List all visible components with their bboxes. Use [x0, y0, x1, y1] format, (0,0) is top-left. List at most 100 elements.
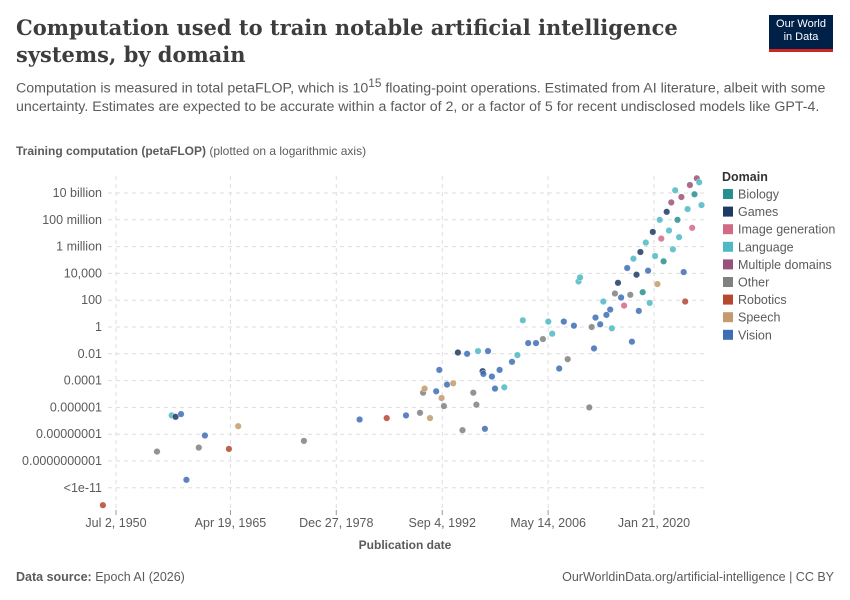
- legend-item: Speech: [738, 311, 780, 325]
- data-point: [469, 389, 477, 397]
- data-point: [674, 216, 682, 224]
- data-point: [383, 414, 391, 422]
- data-point: [432, 387, 440, 395]
- data-point: [639, 288, 647, 296]
- owid-logo[interactable]: Our World in Data: [769, 15, 833, 52]
- y-tick-label: <1e-11: [64, 481, 102, 495]
- x-tick-label: Apr 19, 1965: [195, 516, 267, 530]
- data-point: [642, 239, 650, 247]
- footer-link[interactable]: OurWorldinData.org/artificial-intelligen…: [562, 570, 834, 584]
- subtitle-exponent: 15: [368, 76, 382, 90]
- data-point: [617, 294, 625, 302]
- chart-subtitle: Computation is measured in total petaFLO…: [16, 74, 831, 116]
- logo-line-1: Our World: [776, 18, 826, 30]
- chart-title: Computation used to train notable artifi…: [16, 15, 678, 67]
- data-point: [660, 257, 668, 265]
- data-point: [592, 314, 600, 322]
- data-point: [402, 411, 410, 419]
- x-tick-label: Jul 2, 1950: [85, 516, 146, 530]
- data-point: [234, 422, 242, 430]
- data-point: [636, 248, 644, 256]
- legend-item: Games: [738, 205, 778, 219]
- data-point: [680, 268, 688, 276]
- data-point: [646, 299, 654, 307]
- data-point: [472, 401, 480, 409]
- x-axis-ticks: Jul 2, 1950 Apr 19, 1965 Dec 27, 1978 Sep 4…: [85, 516, 690, 530]
- data-point: [695, 178, 703, 186]
- data-point: [606, 306, 614, 314]
- data-point: [585, 403, 593, 411]
- legend-swatch: [723, 277, 733, 287]
- data-point: [500, 383, 508, 391]
- data-point: [426, 414, 434, 422]
- x-tick-label: Jan 21, 2020: [618, 516, 690, 530]
- data-point: [684, 205, 692, 213]
- data-point: [667, 198, 675, 206]
- data-point: [688, 224, 696, 232]
- y-tick-label: 0.00000001: [36, 427, 102, 441]
- data-point: [182, 476, 190, 484]
- y-tick-label: 0.000001: [50, 400, 102, 414]
- data-point: [463, 350, 471, 358]
- data-point: [602, 311, 610, 319]
- y-tick-label: 0.0000000001: [22, 454, 102, 468]
- data-point: [300, 437, 308, 445]
- data-point: [449, 379, 457, 387]
- x-tick-label: Sep 4, 1992: [409, 516, 476, 530]
- legend-swatch: [723, 329, 733, 340]
- legend-item: Robotics: [738, 293, 787, 307]
- data-point: [675, 233, 683, 241]
- data-point: [657, 235, 665, 243]
- y-tick-label: 10,000: [64, 266, 102, 280]
- data-point: [435, 366, 443, 374]
- data-point: [524, 339, 532, 347]
- data-point: [421, 385, 429, 393]
- data-point: [633, 271, 641, 279]
- y-axis-title: Training computation (petaFLOP) (plotted…: [16, 144, 366, 158]
- legend-item: Vision: [738, 328, 772, 342]
- data-point: [629, 255, 637, 263]
- data-point: [644, 267, 652, 275]
- data-point: [508, 358, 516, 366]
- data-point: [544, 318, 552, 326]
- data-point: [570, 322, 578, 330]
- legend-item: Language: [738, 240, 794, 254]
- data-point: [474, 347, 482, 355]
- data-point: [564, 355, 572, 363]
- data-point: [611, 290, 619, 298]
- legend-swatch: [723, 206, 733, 217]
- y-tick-label: 0.01: [78, 347, 102, 361]
- data-point: [677, 193, 685, 201]
- y-tick-label: 1 million: [56, 240, 102, 254]
- data-point: [496, 366, 504, 374]
- data-point: [195, 444, 203, 452]
- legend-swatch: [723, 312, 733, 323]
- data-point: [539, 335, 547, 343]
- data-point: [491, 385, 499, 393]
- data-point: [649, 228, 657, 236]
- data-point: [513, 351, 521, 359]
- data-point: [484, 347, 492, 355]
- data-point: [438, 394, 446, 402]
- data-point: [681, 298, 689, 306]
- legend-item: Other: [738, 276, 769, 290]
- data-point: [99, 501, 107, 509]
- legend-swatch: [723, 189, 733, 199]
- data-point: [686, 181, 694, 189]
- legend-title: Domain: [722, 170, 768, 184]
- legend-swatch: [723, 294, 733, 305]
- data-point: [555, 365, 563, 373]
- data-point: [608, 324, 616, 332]
- y-tick-label: 10 billion: [53, 186, 102, 200]
- data-point: [479, 370, 487, 378]
- data-point: [488, 373, 496, 381]
- legend-item: Biology: [738, 188, 780, 202]
- legend-swatch: [723, 259, 733, 270]
- data-point: [590, 344, 598, 352]
- y-axis-title-bold: Training computation (petaFLOP): [16, 144, 206, 158]
- subtitle-part-2: floating-point operations. Estimated fro…: [16, 80, 826, 115]
- data-point: [459, 426, 467, 434]
- y-axis-title-note: (plotted on a logarithmic axis): [206, 144, 367, 158]
- data-point: [626, 291, 634, 299]
